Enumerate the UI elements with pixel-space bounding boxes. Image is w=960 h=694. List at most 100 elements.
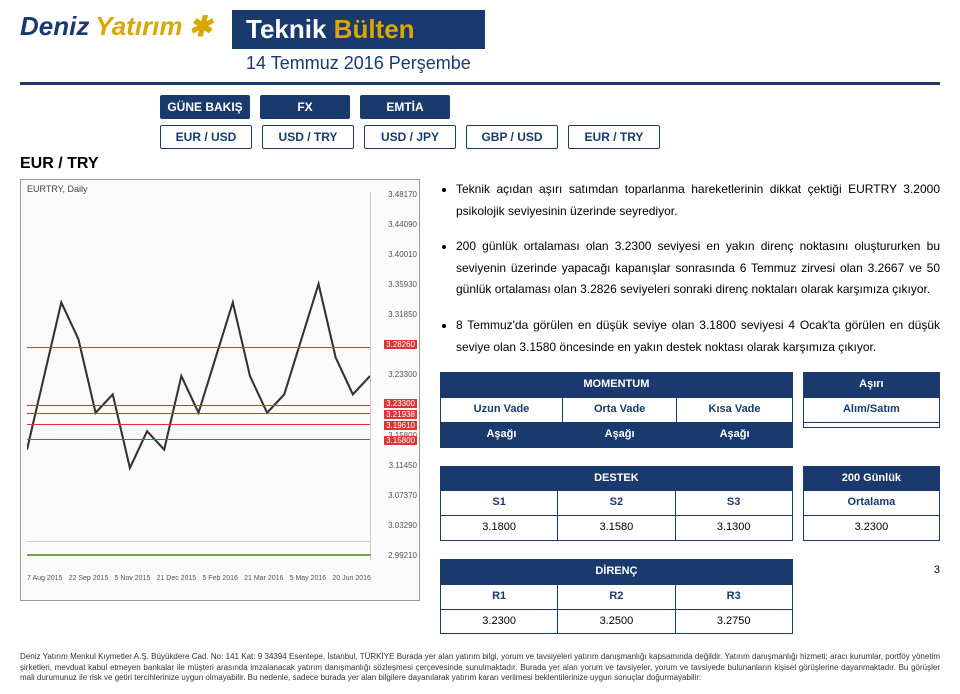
chart-inner [27, 192, 371, 560]
chart-svg [27, 192, 370, 560]
y-label: 3.35930 [373, 280, 417, 289]
asiri-val [803, 422, 939, 427]
level-label: 3.19610 [384, 421, 417, 430]
level-label: 3.21938 [384, 410, 417, 419]
s3-v: 3.1300 [675, 516, 792, 541]
momentum-table: MOMENTUM Uzun Vade Orta Vade Kısa Vade A… [440, 372, 793, 447]
mom-col-2: Orta Vade [562, 397, 676, 422]
direnc-wrap: DİRENÇ R1 R2 R3 3.2300 3.2500 3.2750 3 [440, 559, 940, 642]
destek-table: DESTEK S1 S2 S3 3.1800 3.1580 3.1300 [440, 466, 793, 541]
gunluk-title: 200 Günlük [803, 466, 939, 491]
s3-h: S3 [675, 491, 792, 516]
title-bar: Teknik Bülten [232, 10, 485, 49]
text-column: Teknik açıdan aşırı satımdan toparlanma … [440, 179, 940, 642]
y-label: 3.31850 [373, 310, 417, 319]
x-label: 7 Aug 2015 [27, 575, 62, 582]
x-label: 22 Sep 2015 [69, 575, 109, 582]
asiri-title: Aşırı [803, 373, 939, 398]
level-label: 3.23300 [384, 399, 417, 408]
title-block: Teknik Bülten 14 Temmuz 2016 Perşembe [232, 10, 485, 78]
destek-wrap: DESTEK S1 S2 S3 3.1800 3.1580 3.1300 200… [440, 466, 940, 549]
page-root: DenizYatırım ✱ Teknik Bülten 14 Temmuz 2… [0, 0, 960, 694]
tab-fx[interactable]: FX [260, 95, 350, 119]
x-axis: 7 Aug 2015 22 Sep 2015 5 Nov 2015 21 Dec… [27, 575, 371, 582]
level-label: 3.15800 [384, 436, 417, 445]
bullet-3: 8 Temmuz'da görülen en düşük seviye olan… [456, 315, 940, 358]
momentum-wrap: MOMENTUM Uzun Vade Orta Vade Kısa Vade A… [440, 372, 940, 455]
logo: DenizYatırım ✱ [20, 10, 212, 43]
bullet-2: 200 günlük ortalaması olan 3.2300 seviye… [456, 236, 940, 301]
y-label: 3.11450 [373, 461, 417, 470]
s1-v: 3.1800 [441, 516, 558, 541]
tab-gbpusd[interactable]: GBP / USD [466, 125, 558, 149]
bullet-list: Teknik açıdan aşırı satımdan toparlanma … [440, 179, 940, 358]
s2-h: S2 [558, 491, 675, 516]
alim-satim: Alım/Satım [803, 397, 939, 422]
title-part-2: Bülten [334, 14, 415, 44]
r2-v: 3.2500 [558, 609, 675, 634]
destek-title: DESTEK [441, 466, 793, 491]
header: DenizYatırım ✱ Teknik Bülten 14 Temmuz 2… [20, 10, 940, 85]
tab-eurusd[interactable]: EUR / USD [160, 125, 252, 149]
y-label: 2.99210 [373, 551, 417, 560]
mom-col-3: Kısa Vade [677, 397, 793, 422]
tab-emtia[interactable]: EMTİA [360, 95, 450, 119]
y-label: 3.48170 [373, 190, 417, 199]
tabs-pairs: EUR / USD USD / TRY USD / JPY GBP / USD … [160, 125, 940, 149]
r1-v: 3.2300 [441, 609, 558, 634]
chart-box: EURTRY, Daily 3.48170 3.44090 3.40010 3.… [20, 179, 420, 601]
x-label: 20 Jun 2016 [332, 575, 371, 582]
x-label: 21 Dec 2015 [157, 575, 197, 582]
section-title: EUR / TRY [20, 155, 940, 173]
page-number: 3 [803, 561, 940, 581]
y-label: 3.03290 [373, 521, 417, 530]
r2-h: R2 [558, 584, 675, 609]
ortalama-table: 200 Günlük Ortalama 3.2300 [803, 466, 940, 541]
logo-text-1: Deniz [20, 11, 89, 42]
logo-mark-icon: ✱ [189, 10, 212, 43]
y-label: 3.23300 [373, 370, 417, 379]
footer-disclaimer: Deniz Yatırım Menkul Kıymetler A.Ş. Büyü… [20, 652, 940, 683]
sub-indicator [27, 541, 371, 570]
ort-val: 3.2300 [803, 516, 939, 541]
title-part-1: Teknik [246, 14, 334, 44]
y-axis: 3.48170 3.44090 3.40010 3.35930 3.31850 … [373, 190, 417, 560]
y-label: 3.40010 [373, 250, 417, 259]
level-line [27, 424, 370, 425]
x-label: 5 May 2016 [290, 575, 327, 582]
tab-eurtry[interactable]: EUR / TRY [568, 125, 660, 149]
chart-column: EURTRY, Daily 3.48170 3.44090 3.40010 3.… [20, 179, 420, 642]
tab-usdtry[interactable]: USD / TRY [262, 125, 354, 149]
y-label: 3.44090 [373, 220, 417, 229]
y-label: 3.07370 [373, 491, 417, 500]
r1-h: R1 [441, 584, 558, 609]
level-line [27, 413, 370, 414]
bullet-1: Teknik açıdan aşırı satımdan toparlanma … [456, 179, 940, 222]
tab-gune-bakis[interactable]: GÜNE BAKIŞ [160, 95, 250, 119]
indicator-curve [27, 554, 371, 556]
date-line: 14 Temmuz 2016 Perşembe [232, 49, 485, 78]
s2-v: 3.1580 [558, 516, 675, 541]
mom-val-2: Aşağı [562, 422, 676, 447]
r3-v: 3.2750 [675, 609, 792, 634]
level-label: 3.28260 [384, 340, 417, 349]
level-line [27, 347, 370, 348]
x-label: 21 Mar 2016 [244, 575, 283, 582]
r3-h: R3 [675, 584, 792, 609]
x-label: 5 Nov 2015 [115, 575, 151, 582]
level-line [27, 439, 370, 440]
main-content: EURTRY, Daily 3.48170 3.44090 3.40010 3.… [20, 179, 940, 642]
asiri-table: Aşırı Alım/Satım [803, 372, 940, 428]
ort-title: Ortalama [803, 491, 939, 516]
direnc-title: DİRENÇ [441, 559, 793, 584]
mom-val-1: Aşağı [441, 422, 563, 447]
direnc-table: DİRENÇ R1 R2 R3 3.2300 3.2500 3.2750 [440, 559, 793, 634]
level-line [27, 405, 370, 406]
tabs-top: GÜNE BAKIŞ FX EMTİA [160, 95, 940, 119]
x-label: 5 Feb 2016 [202, 575, 237, 582]
tab-usdjpy[interactable]: USD / JPY [364, 125, 456, 149]
mom-col-1: Uzun Vade [441, 397, 563, 422]
logo-text-2: Yatırım [95, 11, 182, 42]
mom-val-3: Aşağı [677, 422, 793, 447]
momentum-title: MOMENTUM [441, 373, 793, 398]
